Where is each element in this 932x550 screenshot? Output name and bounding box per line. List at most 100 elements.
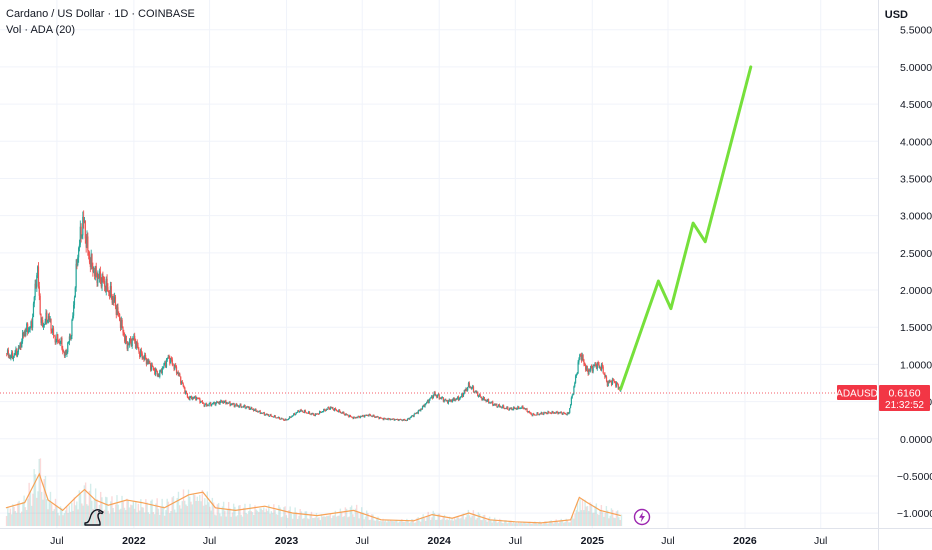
price-candles[interactable] — [6, 210, 622, 422]
candle-body — [364, 414, 367, 416]
candle-body — [182, 383, 184, 386]
candle-body — [205, 403, 207, 405]
candle-body — [93, 271, 95, 273]
candle-body — [354, 416, 356, 418]
candle-body — [124, 336, 127, 342]
candle-body — [380, 417, 382, 419]
candle-body — [269, 414, 271, 416]
candle-body — [339, 411, 342, 414]
candle-body — [280, 418, 282, 420]
volume-bar — [158, 514, 161, 526]
volume-bar — [412, 519, 414, 526]
candle-body — [252, 408, 254, 410]
x-tick-label: 2026 — [733, 535, 757, 547]
candle-body — [32, 317, 34, 328]
volume-indicator-label[interactable]: Vol · ADA (20) — [6, 24, 76, 36]
candle-body — [586, 366, 588, 372]
volume-bar — [313, 518, 315, 526]
volume-bar — [244, 503, 246, 526]
candle-body — [22, 332, 25, 337]
volume-bar — [433, 512, 436, 526]
volume-bar — [393, 521, 396, 526]
time-axis[interactable]: Jul 2022 Jul 2023 Jul 2024 Jul 2025 Jul 2026 Jul — [50, 535, 827, 547]
volume-bar — [461, 515, 463, 526]
candle-body — [168, 356, 170, 358]
candle-body — [483, 397, 485, 401]
candle-body — [503, 405, 505, 409]
candle-body — [302, 410, 304, 413]
price-axis[interactable]: −1.0000−0.50000.00000.50001.00001.50002.… — [897, 25, 932, 520]
candle-body — [107, 287, 109, 292]
candle-body — [516, 408, 518, 410]
volume-bar — [536, 523, 539, 526]
volume-bar — [317, 517, 319, 526]
volume-bar — [67, 512, 69, 526]
projection-line[interactable] — [619, 65, 753, 391]
volume-ma-line — [5, 472, 621, 524]
candle-body — [550, 413, 552, 414]
volume-bar — [315, 513, 318, 526]
currency-label[interactable]: USD — [884, 9, 908, 21]
candle-body — [400, 419, 402, 421]
candle-body — [242, 406, 245, 408]
candle-body — [503, 408, 506, 409]
candle-body — [454, 399, 456, 401]
volume-bar — [545, 521, 547, 526]
volume-bar — [110, 501, 112, 526]
candle-body — [517, 406, 519, 409]
volume-bar — [409, 522, 412, 526]
candle-body — [262, 412, 265, 414]
x-tick-label: Jul — [203, 535, 216, 547]
candle-body — [194, 396, 196, 398]
tradingview-dino-logo-icon[interactable] — [82, 504, 106, 528]
candle-body — [35, 283, 37, 288]
candle-body — [534, 414, 537, 416]
candle-body — [24, 331, 26, 335]
candle-body — [255, 408, 257, 412]
lightning-bolt-icon[interactable] — [633, 508, 651, 526]
candle-body — [121, 320, 123, 327]
volume-bar — [488, 516, 491, 526]
candle-body — [539, 413, 542, 415]
candle-body — [203, 403, 205, 407]
price-tag-symbol-bg[interactable] — [837, 384, 877, 400]
candle-body — [250, 407, 252, 409]
price-tag-bg[interactable] — [879, 384, 930, 411]
candle-body — [436, 395, 439, 398]
volume-bar — [438, 513, 441, 526]
volume-bar — [53, 509, 55, 526]
candle-body — [127, 344, 129, 349]
volume-bar — [531, 523, 534, 526]
candle-body — [554, 412, 557, 414]
volume-bar — [130, 504, 132, 526]
volume-bar — [604, 513, 606, 526]
symbol-title[interactable]: Cardano / US Dollar · 1D · COINBASE — [6, 8, 195, 20]
candle-body — [261, 412, 263, 414]
candle-body — [442, 397, 444, 402]
volume-bar — [551, 522, 554, 526]
candle-body — [448, 399, 450, 402]
candle-body — [430, 397, 432, 399]
candle-body — [478, 394, 480, 396]
candle-body — [11, 352, 13, 356]
candle-body — [11, 352, 14, 360]
candle-body — [380, 417, 383, 419]
candle-body — [249, 408, 251, 410]
candle-body — [409, 417, 411, 420]
candle-body — [324, 410, 327, 412]
volume-bar — [591, 512, 594, 526]
candle-body — [181, 381, 183, 384]
candle-body — [8, 355, 10, 357]
candle-body — [532, 413, 534, 416]
candle-body — [450, 400, 452, 402]
volume-bar — [593, 512, 595, 526]
candle-body — [538, 414, 540, 416]
candle-body — [98, 271, 101, 278]
volume-bar — [556, 521, 559, 526]
candle-body — [362, 415, 364, 417]
candle-body — [385, 418, 388, 420]
volume-bar — [527, 522, 530, 526]
candle-body — [609, 380, 611, 382]
candle-body — [144, 354, 147, 359]
